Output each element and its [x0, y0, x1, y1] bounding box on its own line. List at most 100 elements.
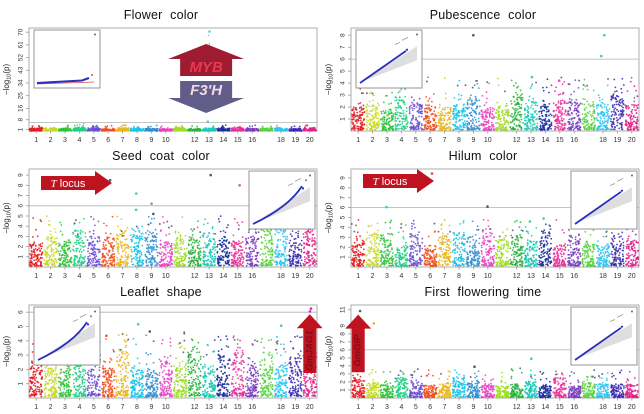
svg-text:4: 4: [340, 81, 347, 85]
plot-frame: [350, 304, 640, 399]
qq-inset: [570, 306, 638, 366]
svg-text:MYB: MYB: [189, 59, 223, 76]
svg-text:7: 7: [121, 137, 125, 144]
svg-text:3: 3: [63, 137, 67, 144]
plot-frame: [350, 168, 640, 268]
chart-title: Pubescence color: [429, 8, 537, 22]
qq-inset: [355, 29, 423, 89]
svg-text:3: 3: [385, 137, 389, 144]
gene-annotation-tlocus: T locus: [41, 171, 112, 195]
svg-text:12: 12: [191, 137, 199, 144]
x-axis-ticks: 1 2 3 4 5 6 7 8 9 10 12 13 14 15 16 18 19 20: [34, 398, 314, 411]
svg-text:8: 8: [18, 118, 25, 122]
svg-text:70: 70: [18, 28, 25, 36]
panel-hilum-color: 1 2 3 4 5 6 7 8 9 −log10(p) 1 2 3 4 5 6 7 8 9 10 12 13 14 15 16 1…: [322, 147, 644, 283]
svg-text:10: 10: [484, 137, 492, 144]
svg-text:1: 1: [34, 137, 38, 144]
svg-text:10: 10: [162, 137, 170, 144]
manhattan-points: [350, 172, 640, 268]
svg-text:18: 18: [599, 137, 607, 144]
x-axis-ticks: 1 2 3 4 5 6 7 8 9 10 12 13 14 15 16 18 19 20: [34, 131, 314, 144]
y-axis-label: −log10(p): [2, 64, 13, 96]
svg-text:19: 19: [614, 137, 622, 144]
svg-text:4: 4: [77, 137, 81, 144]
manhattan-points: [350, 33, 640, 132]
svg-text:6: 6: [340, 57, 347, 61]
svg-text:15: 15: [556, 137, 564, 144]
y-axis-label: −log10(p): [2, 202, 13, 234]
svg-text:18: 18: [277, 137, 285, 144]
svg-text:1: 1: [340, 117, 347, 121]
svg-text:16: 16: [18, 104, 25, 112]
svg-text:F3'H: F3'H: [190, 82, 223, 99]
manhattan-points: [351, 309, 639, 399]
panel-first-flowering-time: 1 2 3 4 5 6 7 8 9 11 −log10(p) 1 2 3 4 5 6 7 8 9 10 12 13 14 15 1…: [322, 283, 644, 414]
qq-inset: [248, 170, 316, 230]
svg-text:43: 43: [18, 66, 25, 74]
x-axis-ticks: 1 2 3 4 5 6 7 8 9 10 12 13 14 15 16 18 19 20: [356, 267, 636, 280]
manhattan-points: [29, 30, 317, 132]
qq-inset: [570, 170, 638, 230]
x-axis-ticks: 1 2 3 4 5 6 7 8 9 10 12 13 14 15 16 18 19 20: [356, 398, 636, 411]
manhattan-points: [28, 173, 317, 267]
svg-text:16: 16: [570, 137, 578, 144]
svg-text:15: 15: [234, 137, 242, 144]
svg-text:20: 20: [628, 137, 636, 144]
svg-text:61: 61: [18, 41, 25, 49]
svg-text:5: 5: [92, 137, 96, 144]
svg-text:13: 13: [205, 137, 213, 144]
x-axis-ticks: 1 2 3 4 5 6 7 8 9 10 12 13 14 15 16 18 19 20: [34, 267, 314, 280]
svg-text:12: 12: [513, 137, 521, 144]
gene-annotation-gmjag1: GmJAG1: [296, 314, 322, 373]
svg-text:8: 8: [135, 137, 139, 144]
chart-title: Seed coat color: [112, 149, 210, 163]
plot-frame: [28, 304, 318, 399]
svg-text:8: 8: [340, 33, 347, 37]
y-axis-ticks: 1 8 16 25 34 43 52 61 70: [18, 28, 29, 131]
svg-text:13: 13: [527, 137, 535, 144]
svg-text:52: 52: [18, 54, 25, 62]
svg-text:5: 5: [340, 69, 347, 73]
svg-text:14: 14: [220, 137, 228, 144]
y-axis-label: −log10(p): [324, 336, 335, 368]
chart-title: Flower color: [123, 8, 199, 22]
svg-text:3: 3: [340, 93, 347, 97]
plot-frame: [28, 168, 318, 268]
gene-annotation-gmgip: GmGIP: [345, 314, 372, 373]
panel-flower-color: 1 8 16 25 34 43 52 61 70 −log10(p) 1 2 3 4 5 6 7 8 9 10 12 13…: [0, 0, 322, 147]
panel-leaflet-shape: 1 2 3 4 5 6 −log10(p) 1 2 3 4 5 6 7 8 9 10 12 13 14 15 16 18 19…: [0, 283, 322, 414]
panel-seed-coat-color: 1 2 3 4 5 6 7 8 9 −log10(p) 1 2 3 4 5 6 7 8 9 10 12 13 14 15 16 1…: [0, 147, 322, 283]
gene-annotation-tlocus: T locus: [363, 169, 434, 193]
svg-text:1: 1: [18, 127, 25, 131]
gene-annotation-f3h: F3'H: [168, 81, 245, 113]
svg-text:7: 7: [443, 137, 447, 144]
chart-title: Leaflet shape: [120, 285, 202, 299]
svg-text:16: 16: [248, 137, 256, 144]
plot-frame: [350, 27, 640, 132]
y-axis-label: −log10(p): [324, 64, 335, 96]
manhattan-points: [28, 307, 318, 398]
svg-text:25: 25: [18, 92, 25, 100]
svg-text:9: 9: [149, 137, 153, 144]
qq-inset: [33, 306, 101, 366]
svg-text:2: 2: [371, 137, 375, 144]
x-axis-ticks: 1 2 3 4 5 6 7 8 9 10 12 13 14 15 16 18 19 20: [356, 131, 636, 144]
chart-title: Hilum color: [448, 149, 518, 163]
svg-text:2: 2: [340, 105, 347, 109]
svg-text:1: 1: [356, 137, 360, 144]
qq-inset: [33, 29, 101, 89]
plot-frame: [28, 27, 318, 132]
svg-text:5: 5: [414, 137, 418, 144]
y-axis-label: −log10(p): [2, 336, 13, 368]
svg-text:8: 8: [457, 137, 461, 144]
